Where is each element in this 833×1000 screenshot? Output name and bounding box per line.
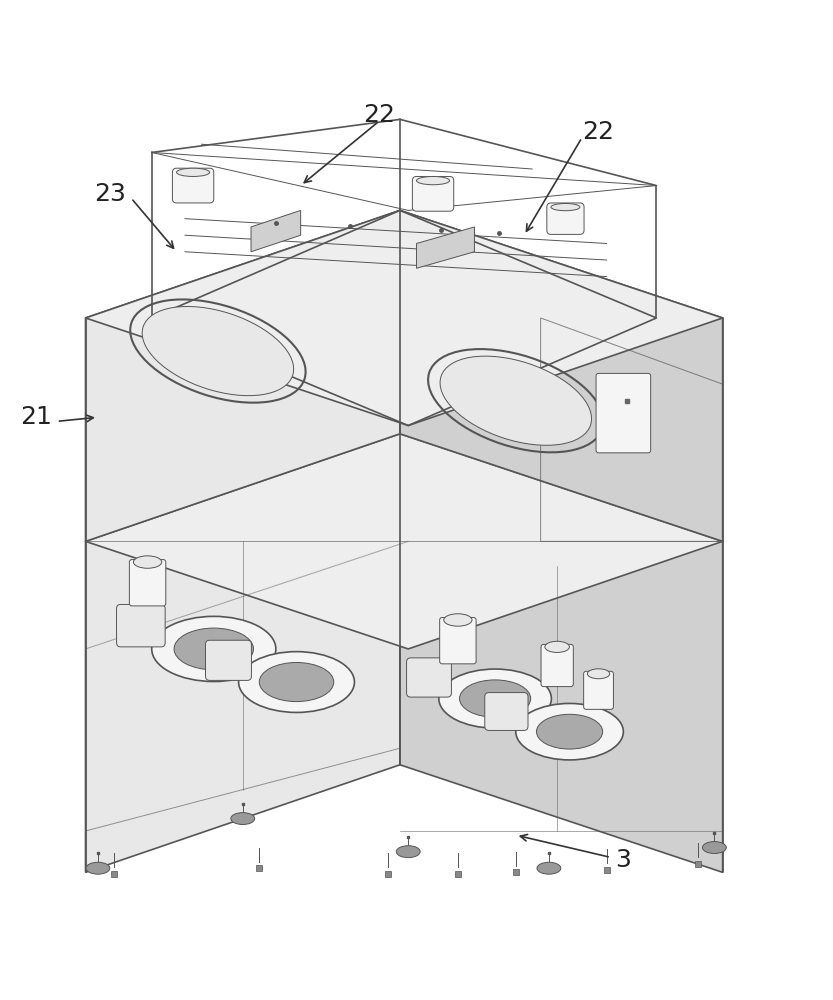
Ellipse shape: [545, 641, 570, 652]
FancyBboxPatch shape: [485, 693, 528, 730]
FancyBboxPatch shape: [129, 560, 166, 606]
Text: 23: 23: [94, 182, 127, 206]
FancyBboxPatch shape: [546, 203, 584, 234]
Ellipse shape: [536, 714, 602, 749]
Ellipse shape: [86, 862, 110, 874]
Polygon shape: [400, 210, 723, 541]
Ellipse shape: [238, 652, 355, 712]
Ellipse shape: [440, 356, 591, 445]
Text: 21: 21: [20, 405, 52, 429]
Polygon shape: [86, 210, 400, 541]
Ellipse shape: [231, 813, 255, 825]
Ellipse shape: [439, 669, 551, 728]
FancyBboxPatch shape: [407, 658, 451, 697]
FancyBboxPatch shape: [172, 168, 214, 203]
Ellipse shape: [133, 556, 162, 568]
Ellipse shape: [174, 628, 253, 670]
Ellipse shape: [516, 703, 623, 760]
FancyBboxPatch shape: [541, 644, 573, 687]
Ellipse shape: [587, 669, 610, 679]
FancyBboxPatch shape: [412, 176, 454, 211]
FancyBboxPatch shape: [440, 617, 476, 664]
FancyBboxPatch shape: [117, 604, 165, 647]
Polygon shape: [251, 210, 301, 252]
Ellipse shape: [702, 842, 726, 853]
Text: 22: 22: [582, 120, 615, 144]
Polygon shape: [86, 210, 723, 426]
Text: 22: 22: [363, 103, 396, 127]
Ellipse shape: [397, 846, 420, 858]
Ellipse shape: [537, 862, 561, 874]
Ellipse shape: [551, 203, 580, 211]
FancyBboxPatch shape: [206, 640, 252, 680]
Ellipse shape: [152, 616, 276, 682]
Text: 3: 3: [616, 848, 631, 872]
Ellipse shape: [460, 680, 531, 717]
Ellipse shape: [259, 662, 334, 702]
Polygon shape: [400, 434, 723, 872]
FancyBboxPatch shape: [584, 671, 613, 709]
Polygon shape: [86, 434, 400, 872]
Ellipse shape: [444, 614, 472, 626]
Ellipse shape: [142, 306, 294, 396]
Ellipse shape: [177, 168, 210, 176]
Polygon shape: [416, 227, 475, 268]
Ellipse shape: [416, 176, 450, 185]
FancyBboxPatch shape: [596, 373, 651, 453]
Polygon shape: [86, 434, 723, 649]
